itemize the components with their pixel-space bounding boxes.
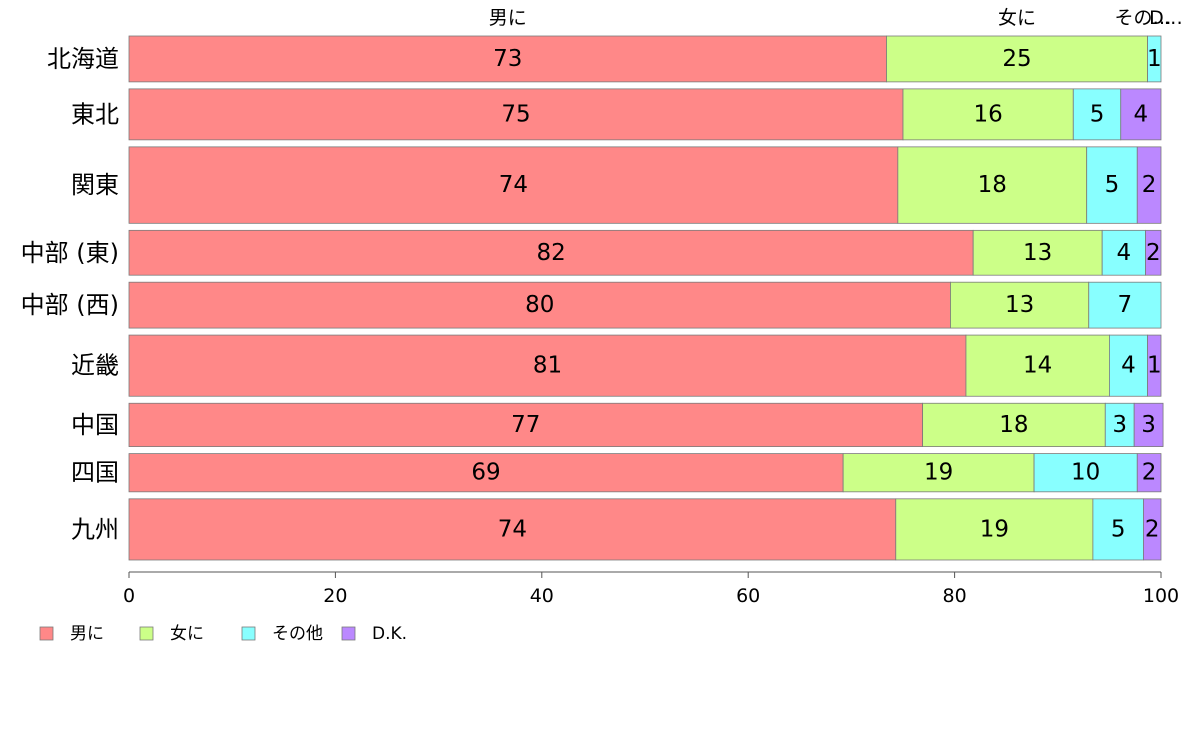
bar-value-label: 16: [973, 101, 1002, 127]
bar-segment: [1136, 146, 1162, 224]
bar-value-label: 3: [1141, 412, 1156, 438]
bar-value-label: 25: [1002, 46, 1031, 72]
bar-segment: [128, 453, 844, 493]
x-tick-label: 80: [943, 585, 967, 607]
legend-swatch: [139, 626, 154, 641]
top-series-label: 男に: [489, 7, 527, 29]
bar-value-label: 18: [999, 412, 1028, 438]
bar-segment: [922, 402, 1106, 447]
legend-swatch: [241, 626, 256, 641]
top-series-label: 女に: [998, 7, 1036, 29]
bar-value-label: 13: [1023, 240, 1052, 266]
bar-segment: [1145, 229, 1162, 276]
bar-segment: [1072, 88, 1122, 141]
category-label: 近畿: [71, 352, 119, 380]
bar-value-label: 74: [498, 516, 527, 542]
bar-segment: [902, 88, 1074, 141]
bar-value-label: 7: [1118, 292, 1133, 318]
bar-value-label: 82: [536, 240, 565, 266]
top-series-label: D…: [1149, 7, 1183, 29]
bar-value-label: 81: [533, 353, 562, 379]
bar-segment: [1136, 453, 1162, 493]
bar-segment: [1109, 334, 1148, 397]
category-label: 東北: [71, 100, 119, 128]
category-label: 北海道: [47, 45, 119, 73]
bar-value-label: 1: [1147, 46, 1162, 72]
bar-segment: [972, 229, 1103, 276]
legend-label: D.K.: [372, 624, 407, 644]
bar-value-label: 4: [1117, 240, 1132, 266]
bar-segment: [1120, 88, 1162, 141]
category-label: 中国: [71, 411, 119, 439]
bar-value-label: 19: [980, 516, 1009, 542]
bar-segment: [1101, 229, 1146, 276]
bar-segment: [950, 281, 1090, 329]
bar-segment: [128, 146, 899, 224]
bar-value-label: 75: [501, 101, 530, 127]
bar-value-label: 19: [924, 460, 953, 486]
bar-value-label: 80: [525, 292, 554, 318]
bar-value-label: 18: [978, 172, 1007, 198]
category-label: 中部 (東): [21, 239, 119, 267]
bar-value-label: 14: [1023, 353, 1052, 379]
legend-swatch: [39, 626, 54, 641]
bar-segment: [1143, 498, 1162, 561]
bar-value-label: 13: [1005, 292, 1034, 318]
bar-value-label: 1: [1147, 353, 1162, 379]
x-tick-label: 60: [736, 585, 760, 607]
bar-segment: [1092, 498, 1144, 561]
bar-segment: [128, 498, 897, 561]
bar-value-label: 74: [499, 172, 528, 198]
bar-value-label: 4: [1121, 353, 1136, 379]
bar-segment: [1104, 402, 1135, 447]
bar-value-label: 73: [493, 46, 522, 72]
category-label: 中部 (西): [21, 291, 119, 319]
x-tick-label: 40: [530, 585, 554, 607]
bar-value-label: 5: [1090, 101, 1105, 127]
bar-segment: [1147, 334, 1162, 397]
x-axis: 0 20 40 60 80 100: [123, 571, 1179, 607]
bar-segment: [1147, 35, 1162, 83]
bar-value-label: 69: [471, 460, 500, 486]
category-label: 関東: [71, 171, 119, 199]
legend-label: その他: [272, 624, 323, 644]
bar-segment: [1033, 453, 1138, 493]
legend-label: 男に: [70, 624, 104, 644]
legend-swatch: [341, 626, 356, 641]
bar-segment: [128, 402, 924, 447]
x-tick-label: 20: [323, 585, 347, 607]
category-label: 九州: [71, 515, 119, 543]
bar-segment: [128, 88, 904, 141]
chart-rows: 北海道 73 25 1東北 75 16 5 4関東 74 18 5 2中部 (東) 82 13 4 2中部 (…: [21, 35, 1164, 561]
bar-segment: [895, 498, 1094, 561]
bar-segment: [842, 453, 1035, 493]
legend-label: 女に: [170, 624, 204, 644]
bar-segment: [886, 35, 1148, 83]
bar-value-label: 5: [1105, 172, 1120, 198]
top-series-label: その…: [1114, 7, 1171, 29]
bar-segment: [128, 229, 974, 276]
top-series-labels: 男に 女に その…D…: [489, 7, 1183, 29]
bar-value-label: 5: [1111, 516, 1126, 542]
category-label: 四国: [71, 459, 119, 487]
bar-segment: [897, 146, 1088, 224]
bar-value-label: 77: [511, 412, 540, 438]
bar-value-label: 10: [1071, 460, 1100, 486]
x-tick-label: 0: [123, 585, 135, 607]
bar-value-label: 3: [1112, 412, 1127, 438]
bar-segment: [1088, 281, 1162, 329]
bar-segment: [1133, 402, 1164, 447]
legend: 男に 女に その他 D.K.: [39, 624, 407, 644]
bar-segment: [1086, 146, 1138, 224]
bar-value-label: 4: [1134, 101, 1149, 127]
bar-value-label: 2: [1146, 240, 1161, 266]
x-tick-label: 100: [1143, 585, 1179, 607]
bar-value-label: 2: [1145, 516, 1160, 542]
bar-value-label: 2: [1142, 460, 1157, 486]
bar-segment: [128, 334, 967, 397]
bar-segment: [128, 281, 951, 329]
bar-value-label: 2: [1142, 172, 1157, 198]
